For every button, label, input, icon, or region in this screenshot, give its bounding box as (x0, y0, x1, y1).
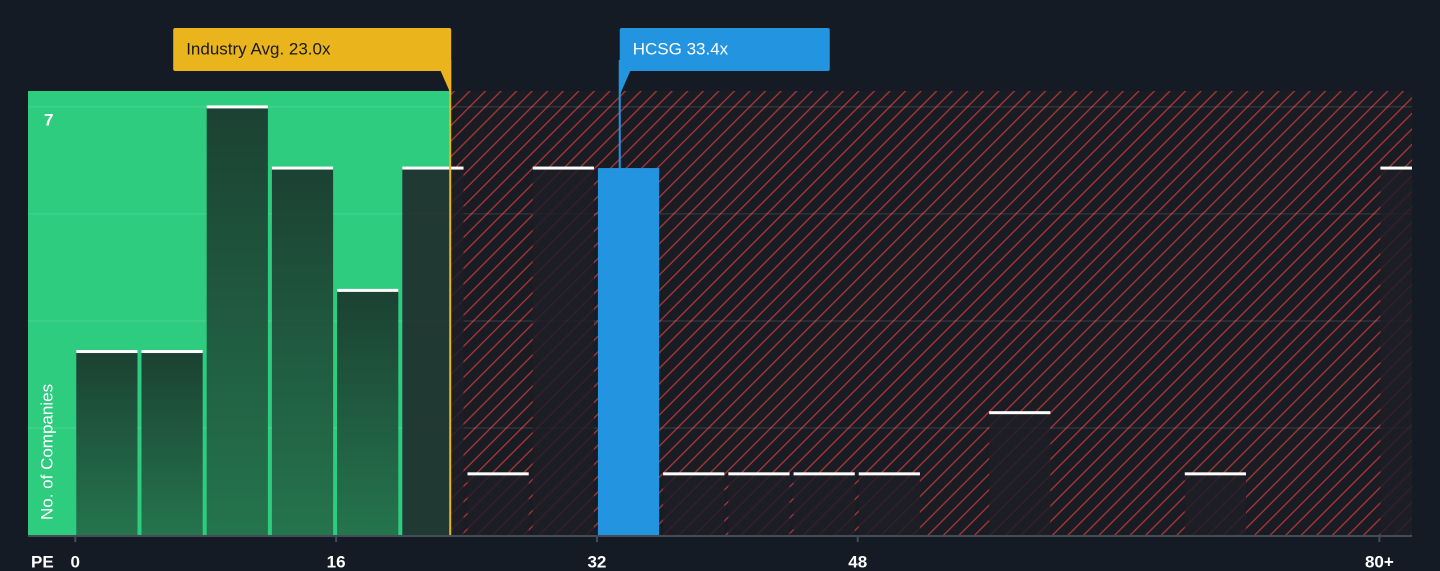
x-tick-label: 32 (587, 552, 606, 571)
bar (532, 168, 594, 535)
bar (271, 168, 334, 535)
bar-cap (793, 472, 855, 476)
bar (728, 473, 790, 535)
y-tick-label: 7 (44, 110, 53, 129)
bar-cap (989, 411, 1051, 415)
bar (206, 106, 268, 536)
bar (597, 168, 660, 535)
bar (402, 168, 464, 535)
bar (76, 351, 138, 535)
annotation-label: Industry Avg. 23.0x (186, 39, 331, 58)
bar (663, 473, 725, 535)
annotation-box (173, 28, 452, 71)
bar-cap (206, 105, 268, 109)
bar-cap (271, 166, 334, 170)
annotation-label: HCSG 33.4x (633, 39, 729, 58)
bar-cap (141, 350, 203, 354)
bar (1380, 168, 1412, 535)
x-tick-label: 80+ (1365, 552, 1394, 571)
bar (141, 351, 203, 535)
annotation-pointer (440, 70, 452, 95)
bar-cap (532, 166, 594, 170)
bar-cap (402, 166, 464, 170)
plot: 7 0 16 32 48 80+ PE No. of Companies Industry Av… (28, 28, 1412, 571)
bar-cap (728, 472, 790, 476)
y-axis-label: No. of Companies (37, 384, 56, 520)
bar (858, 473, 920, 535)
bar-cap (337, 288, 399, 292)
bar (337, 290, 399, 535)
bar-cap (76, 350, 138, 354)
bar-cap (1380, 166, 1412, 170)
bar (467, 473, 529, 535)
bar-cap (467, 472, 529, 476)
x-tick-label: 0 (71, 552, 80, 571)
bar-cap (663, 472, 725, 476)
bar-cap (858, 472, 920, 476)
x-axis-label: PE (31, 552, 54, 571)
bad-region (450, 91, 1412, 535)
bar (793, 473, 855, 535)
x-tick-label: 16 (327, 552, 346, 571)
annotation-pointer (619, 70, 631, 95)
bar-cap (1184, 472, 1246, 476)
bar (1184, 473, 1246, 535)
annotation-box (619, 28, 830, 71)
x-tick-label: 48 (848, 552, 867, 571)
bar (989, 412, 1051, 535)
